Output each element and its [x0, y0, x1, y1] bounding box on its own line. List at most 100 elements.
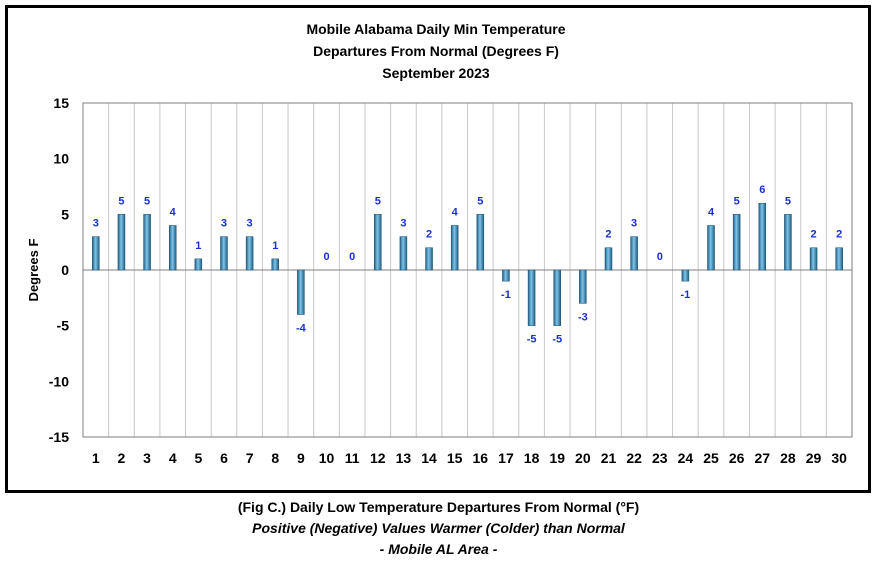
x-tick-label: 6: [220, 450, 228, 466]
data-label: -1: [680, 289, 690, 301]
bar-day-14: [425, 247, 433, 271]
chart-title-line: Departures From Normal (Degrees F): [313, 43, 559, 59]
bar-day-26: [732, 214, 741, 271]
data-label: 0: [657, 251, 663, 263]
data-label: 2: [810, 229, 816, 241]
x-tick-label: 1: [92, 450, 100, 466]
caption-line-2: Positive (Negative) Values Warmer (Colde…: [252, 520, 625, 536]
bar-day-2: [117, 214, 126, 271]
x-tick-label: 19: [549, 450, 565, 466]
data-label: 5: [477, 195, 483, 207]
x-tick-label: 18: [524, 450, 540, 466]
data-label: 4: [452, 206, 459, 218]
bar-day-18: [527, 269, 536, 326]
bar-day-17: [502, 269, 510, 282]
y-tick-label: -15: [49, 429, 69, 445]
data-label: -4: [296, 323, 307, 335]
data-label: 3: [247, 218, 253, 230]
x-tick-label: 2: [118, 450, 126, 466]
data-label: 5: [375, 195, 381, 207]
x-tick-label: 21: [601, 450, 617, 466]
x-tick-label: 26: [729, 450, 745, 466]
bar-day-22: [630, 236, 638, 271]
bar-day-16: [476, 214, 485, 271]
bar-day-6: [220, 236, 228, 271]
data-label: 3: [631, 218, 637, 230]
data-label: 0: [349, 251, 355, 263]
data-label: 3: [93, 218, 99, 230]
bar-day-15: [450, 225, 459, 271]
y-tick-label: -5: [57, 318, 70, 334]
y-tick-label: 5: [61, 206, 69, 222]
x-tick-label: 24: [678, 450, 694, 466]
bar-day-4: [168, 225, 177, 271]
x-tick-label: 16: [473, 450, 489, 466]
x-tick-label: 5: [194, 450, 202, 466]
y-tick-label: 0: [61, 262, 69, 278]
bar-day-21: [604, 247, 613, 271]
x-tick-label: 28: [780, 450, 796, 466]
bar-day-5: [194, 258, 203, 271]
bar-day-13: [399, 236, 408, 271]
x-tick-label: 27: [754, 450, 770, 466]
x-tick-label: 9: [297, 450, 305, 466]
x-tick-label: 12: [370, 450, 386, 466]
data-label: -5: [552, 334, 562, 346]
x-tick-label: 7: [246, 450, 254, 466]
x-tick-label: 23: [652, 450, 668, 466]
axes: [82, 102, 853, 438]
bar-day-8: [271, 258, 279, 271]
bar-day-9: [297, 269, 305, 315]
data-label: 5: [785, 195, 791, 207]
data-label: 3: [221, 218, 227, 230]
x-tick-label: 8: [271, 450, 279, 466]
x-tick-label: 29: [806, 450, 822, 466]
bar-day-25: [707, 225, 715, 271]
data-label: 5: [118, 195, 124, 207]
figure-caption: (Fig C.) Daily Low Temperature Departure…: [0, 497, 877, 560]
data-label: 2: [605, 229, 611, 241]
bars: [92, 202, 843, 326]
chart-title-line: Mobile Alabama Daily Min Temperature: [306, 21, 565, 37]
x-tick-labels: 1 2 3 4 5 6 7 8 9 10 11 12 13 14 15 16 17 18 19 20 21 22 23 24 2…: [92, 450, 847, 466]
data-label: 4: [170, 206, 177, 218]
data-label: -5: [527, 334, 537, 346]
data-label: 5: [144, 195, 150, 207]
caption-line-3: - Mobile AL Area -: [379, 541, 498, 557]
data-labels: 3 5 5 4 1 3 3 1 -4 0 0 5 3 2 4 5 -1 -5 -5 -3 2 3 0 -1 4 5 6 5 2 2: [93, 184, 842, 345]
x-tick-label: 10: [319, 450, 335, 466]
x-tick-label: 25: [703, 450, 719, 466]
data-label: -1: [501, 289, 511, 301]
x-tick-label: 11: [345, 450, 360, 466]
data-label: 0: [323, 251, 329, 263]
data-label: 2: [426, 229, 432, 241]
y-tick-labels: 15 10 5 0 -5 -10 -15: [49, 95, 69, 445]
bar-day-28: [784, 214, 792, 271]
y-tick-label: -10: [49, 373, 69, 389]
x-tick-label: 14: [421, 450, 437, 466]
bar-day-30: [835, 247, 843, 271]
y-tick-label: 10: [53, 151, 69, 167]
data-label: 3: [400, 218, 406, 230]
y-axis-label: Degrees F: [26, 239, 41, 302]
x-tick-label: 17: [498, 450, 514, 466]
bar-day-20: [579, 269, 587, 304]
bar-day-19: [553, 269, 561, 326]
x-tick-label: 13: [396, 450, 412, 466]
bar-day-12: [374, 214, 382, 271]
bar-day-24: [681, 269, 690, 282]
x-tick-label: 20: [575, 450, 591, 466]
data-label: 5: [734, 195, 740, 207]
data-label: 4: [708, 206, 715, 218]
x-tick-label: 3: [143, 450, 151, 466]
y-tick-label: 15: [53, 95, 69, 111]
bar-day-7: [245, 236, 254, 271]
x-tick-label: 15: [447, 450, 463, 466]
data-label: 1: [272, 240, 278, 252]
bar-day-1: [92, 236, 100, 271]
chart-title: Mobile Alabama Daily Min Temperature Depa…: [306, 21, 565, 81]
x-tick-label: 30: [831, 450, 847, 466]
data-label: 1: [195, 240, 201, 252]
chart-title-line: September 2023: [382, 65, 490, 81]
